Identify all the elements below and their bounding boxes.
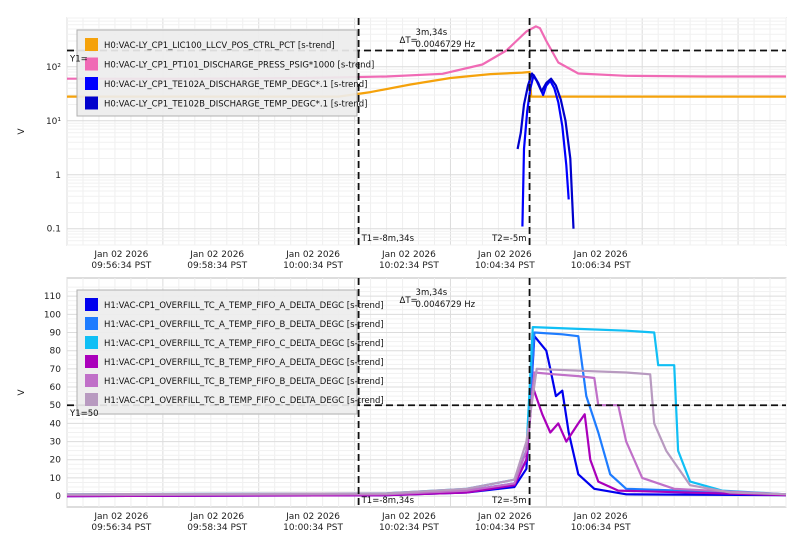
x-tick-label: Jan 02 2026	[573, 250, 628, 260]
cursor-y1-label: Y1=	[69, 55, 88, 65]
series-line-5	[66, 371, 787, 497]
x-tick-label: 10:06:34 PST	[571, 261, 631, 271]
y-tick-label: 30	[50, 438, 62, 448]
delta-label: ΔT=	[400, 296, 418, 306]
x-tick-label: 10:06:34 PST	[571, 523, 631, 533]
legend-entry[interactable]: H1:VAC-CP1_OVERFILL_TC_A_TEMP_FIFO_B_DEL…	[104, 320, 384, 330]
cursor-t1-label: T1=-8m,34s	[361, 234, 415, 244]
legend-swatch[interactable]	[85, 355, 98, 368]
x-tick-label: 10:00:34 PST	[283, 523, 343, 533]
x-tick-label: 10:04:34 PST	[475, 523, 535, 533]
y-tick-label: 70	[50, 365, 62, 375]
series-line-6	[66, 367, 787, 496]
cursor-y1-label: Y1=50	[69, 409, 99, 419]
legend-entry[interactable]: H1:VAC-CP1_OVERFILL_TC_A_TEMP_FIFO_A_DEL…	[104, 301, 384, 311]
y-tick-label: 10²	[46, 63, 61, 73]
y-axis-label: V	[17, 128, 27, 135]
x-tick-label: Jan 02 2026	[93, 250, 148, 260]
x-tick-label: 10:02:34 PST	[379, 261, 439, 271]
legend-swatch[interactable]	[85, 317, 98, 330]
x-tick-label: 09:56:34 PST	[91, 523, 151, 533]
x-tick-label: 09:58:34 PST	[187, 261, 247, 271]
delta-frequency: 0.0046729 Hz	[416, 40, 476, 50]
x-tick-label: 09:58:34 PST	[187, 523, 247, 533]
x-tick-label: Jan 02 2026	[477, 512, 532, 522]
y-tick-label: 90	[50, 329, 62, 339]
x-tick-label: Jan 02 2026	[573, 512, 628, 522]
series-line-4	[66, 385, 787, 498]
legend-swatch[interactable]	[85, 393, 98, 406]
x-tick-label: Jan 02 2026	[477, 250, 532, 260]
y-tick-label: 1	[55, 171, 61, 181]
legend-entry[interactable]: H1:VAC-CP1_OVERFILL_TC_B_TEMP_FIFO_B_DEL…	[104, 377, 384, 387]
delta-time: 3m,34s	[416, 28, 448, 38]
y-tick-label: 0.1	[47, 225, 61, 235]
x-tick-label: Jan 02 2026	[189, 512, 244, 522]
series-line-4	[516, 72, 575, 229]
y-tick-label: 40	[50, 419, 62, 429]
y-tick-label: 20	[50, 456, 62, 466]
y-tick-label: 50	[50, 401, 62, 411]
delta-label: ΔT=	[400, 36, 418, 46]
x-tick-label: Jan 02 2026	[381, 512, 436, 522]
x-tick-label: 09:56:34 PST	[91, 261, 151, 271]
legend-swatch[interactable]	[85, 298, 98, 311]
y-tick-label: 10¹	[46, 117, 61, 127]
delta-frequency: 0.0046729 Hz	[416, 300, 476, 310]
delta-time: 3m,34s	[416, 288, 448, 298]
y-tick-label: 0	[55, 492, 61, 502]
y-tick-label: 100	[44, 310, 61, 320]
legend: H1:VAC-CP1_OVERFILL_TC_A_TEMP_FIFO_A_DEL…	[76, 289, 384, 415]
legend-entry[interactable]: H0:VAC-LY_CP1_PT101_DISCHARGE_PRESS_PSIG…	[104, 61, 374, 71]
legend-swatch[interactable]	[85, 96, 98, 110]
x-tick-label: Jan 02 2026	[189, 250, 244, 260]
legend-swatch[interactable]	[85, 57, 98, 71]
y-tick-label: 60	[50, 383, 62, 393]
legend-entry[interactable]: H1:VAC-CP1_OVERFILL_TC_B_TEMP_FIFO_C_DEL…	[104, 396, 384, 406]
legend-entry[interactable]: H0:VAC-LY_CP1_LIC100_LLCV_POS_CTRL_PCT […	[104, 41, 335, 51]
x-tick-label: Jan 02 2026	[93, 512, 148, 522]
x-tick-label: Jan 02 2026	[381, 250, 436, 260]
legend: H0:VAC-LY_CP1_LIC100_LLCV_POS_CTRL_PCT […	[76, 29, 374, 117]
y-axis-label: V	[17, 389, 27, 396]
x-tick-label: Jan 02 2026	[285, 250, 340, 260]
x-tick-label: 10:04:34 PST	[475, 261, 535, 271]
x-tick-label: Jan 02 2026	[285, 512, 340, 522]
y-tick-label: 10	[50, 474, 62, 484]
legend-entry[interactable]: H0:VAC-LY_CP1_TE102A_DISCHARGE_TEMP_DEGC…	[104, 80, 367, 90]
cursor-t2-label: T2=-5m	[491, 496, 526, 506]
series-line-3	[521, 73, 570, 227]
cursor-t1-label: T1=-8m,34s	[361, 496, 415, 506]
legend-swatch[interactable]	[85, 77, 98, 90]
x-tick-label: 10:00:34 PST	[283, 261, 343, 271]
cursor-t2-label: T2=-5m	[491, 234, 526, 244]
legend-swatch[interactable]	[85, 336, 98, 349]
legend-entry[interactable]: H0:VAC-LY_CP1_TE102B_DISCHARGE_TEMP_DEGC…	[104, 100, 368, 110]
y-tick-label: 110	[44, 292, 61, 302]
legend-entry[interactable]: H1:VAC-CP1_OVERFILL_TC_A_TEMP_FIFO_C_DEL…	[104, 339, 384, 349]
legend-box	[76, 289, 358, 415]
legend-entry[interactable]: H1:VAC-CP1_OVERFILL_TC_B_TEMP_FIFO_A_DEL…	[104, 358, 384, 368]
y-tick-label: 80	[50, 347, 62, 357]
legend-swatch[interactable]	[85, 38, 98, 51]
legend-swatch[interactable]	[85, 374, 98, 387]
legend-box	[76, 29, 358, 117]
x-tick-label: 10:02:34 PST	[379, 523, 439, 533]
